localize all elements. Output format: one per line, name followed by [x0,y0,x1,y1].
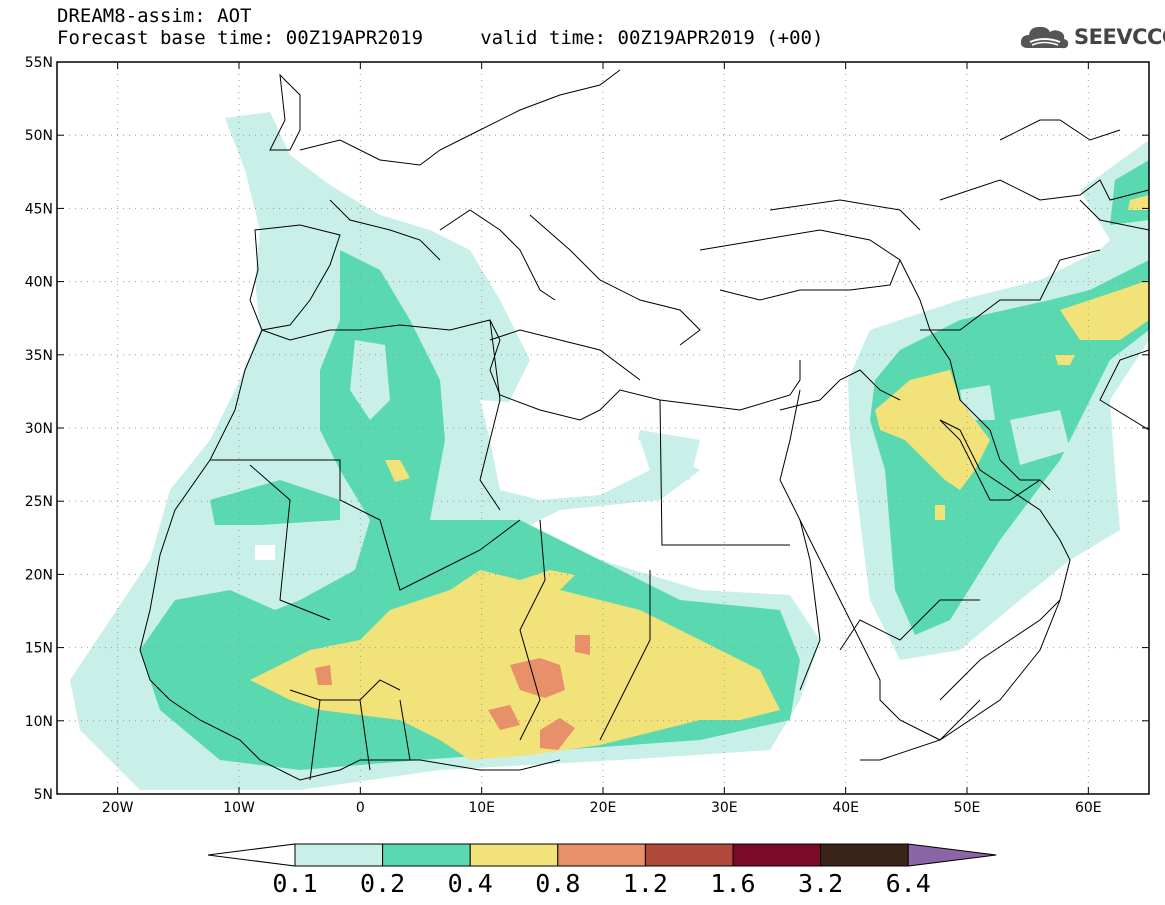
latitude-labels: 55N 50N 45N 40N 35N 30N 25N 20N 15N 10N 5N [25,55,53,803]
lat-label: 10N [25,714,53,730]
logo: SEEVCCC [1018,22,1165,52]
forecast-times: Forecast base time: 00Z19APR2019 valid t… [57,27,824,49]
lon-label: 40E [832,800,859,816]
lat-label: 25N [25,494,53,510]
lon-label: 60E [1075,800,1102,816]
lat-label: 20N [25,567,53,583]
lon-label: 10E [468,800,495,816]
aot-band-0.8 [315,635,590,750]
logo-text: SEEVCCC [1074,25,1165,49]
coastlines [139,69,1149,781]
lat-label: 5N [34,787,53,803]
graticule [57,62,1149,794]
lat-label: 30N [25,421,53,437]
lon-label: 0 [356,800,365,816]
lat-label: 35N [25,348,53,364]
longitude-labels: 20W 10W 0 10E 20E 30E 40E 50E 60E [102,800,1102,816]
lat-label: 15N [25,641,53,657]
lat-label: 45N [25,201,53,217]
cloud-icon [1020,26,1069,49]
lon-label: 20E [590,800,617,816]
lon-label: 20W [102,800,134,816]
aot-field [70,112,1149,790]
lat-label: 55N [25,55,53,71]
lon-label: 50E [954,800,981,816]
axis-ticks [57,61,1149,795]
map-title: DREAM8-assim: AOT [57,5,252,27]
lon-label: 10W [223,800,255,816]
lon-label: 30E [711,800,738,816]
lat-label: 50N [25,128,53,144]
lat-label: 40N [25,275,53,291]
